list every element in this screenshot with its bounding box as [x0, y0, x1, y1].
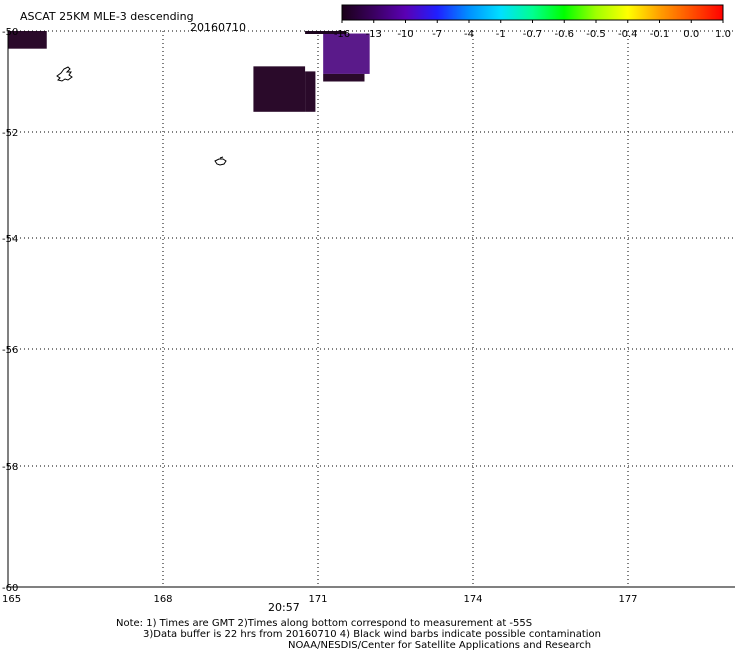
- colorbar-label: -16: [334, 29, 350, 40]
- colorbar-label: -1: [496, 29, 506, 40]
- grid-layer: [8, 30, 735, 587]
- colorbar-label: -13: [366, 29, 382, 40]
- coastline-auckland-islands: [56, 66, 73, 82]
- colorbar-label: -0.5: [586, 29, 606, 40]
- y-tick-label: -50: [2, 27, 18, 38]
- y-tick-label: -58: [2, 462, 18, 473]
- colorbar-label: -10: [397, 29, 413, 40]
- x-tick-label: 168: [153, 594, 172, 605]
- colorbar-label: -4: [464, 29, 474, 40]
- colorbar-label: -0.7: [523, 29, 543, 40]
- swath-cell: [323, 33, 370, 74]
- x-tick-label: 174: [463, 594, 482, 605]
- colorbar-label: 0.0: [683, 29, 699, 40]
- colorbar-label: -7: [432, 29, 442, 40]
- chart-date: 20160710: [190, 21, 246, 34]
- note-line-2: 3)Data buffer is 22 hrs from 20160710 4)…: [143, 629, 601, 640]
- swath-cell: [253, 66, 306, 112]
- swath-edge: [305, 31, 347, 34]
- x-tick-label: 177: [618, 594, 637, 605]
- swath-layer: [8, 31, 370, 112]
- y-tick-label: -56: [2, 345, 18, 356]
- swath-cell: [8, 31, 47, 49]
- y-tick-label: -52: [2, 128, 18, 139]
- colorbar: -16 -13 -10 -7 -4 -1 -0.7 -0.6 -0.5 -0.4 -0.1 0.0 1.…: [334, 4, 731, 40]
- colorbar-label: -0.4: [618, 29, 638, 40]
- colorbar-gradient: [341, 4, 724, 21]
- x-tick-label: 171: [308, 594, 327, 605]
- coastline-layer: [56, 66, 227, 166]
- colorbar-label: -0.1: [650, 29, 670, 40]
- x-tick-label: 165: [2, 594, 21, 605]
- coastline-campbell-island: [214, 156, 227, 166]
- chart-title: ASCAT 25KM MLE-3 descending: [20, 10, 194, 23]
- note-line-3: NOAA/NESDIS/Center for Satellite Applica…: [288, 640, 591, 650]
- swath-cell: [305, 71, 316, 112]
- swath-cell: [323, 73, 365, 82]
- swath-time-label: 20:57: [268, 601, 300, 614]
- y-tick-label: -54: [2, 234, 18, 245]
- note-line-1: Note: 1) Times are GMT 2)Times along bot…: [116, 618, 532, 629]
- colorbar-label: 1.0: [715, 29, 731, 40]
- y-tick-label: -60: [2, 583, 18, 594]
- colorbar-label: -0.6: [554, 29, 574, 40]
